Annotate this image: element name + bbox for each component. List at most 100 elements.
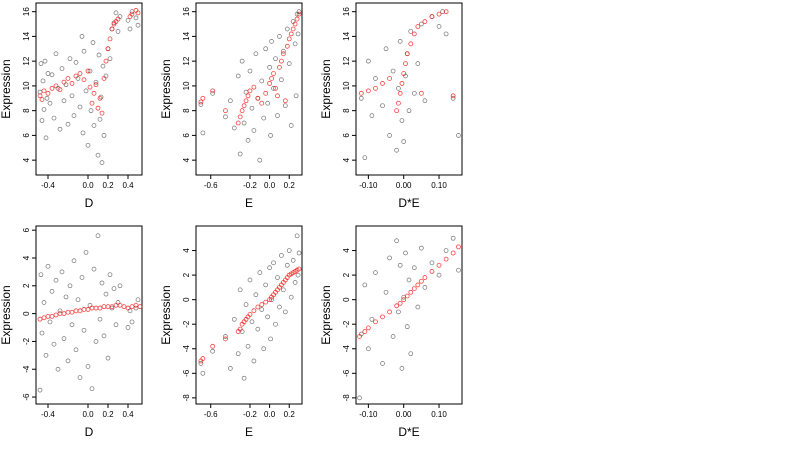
observed-point xyxy=(271,86,276,91)
observed-point xyxy=(61,336,67,341)
observed-point xyxy=(394,238,399,244)
scatter-panel-3: -0.10 0.00 0.10 4 6 8 10 12 14 16 D*E Expression xyxy=(319,2,463,210)
observed-point xyxy=(396,86,401,91)
fitted-point xyxy=(395,100,401,106)
fitted-point xyxy=(61,311,67,317)
fitted-point xyxy=(456,244,461,250)
observed-point xyxy=(265,314,270,320)
y-tick-label: 10 xyxy=(182,81,191,90)
fitted-point xyxy=(89,100,95,106)
observed-point xyxy=(47,319,53,325)
observed-point xyxy=(273,56,278,62)
observed-points xyxy=(198,9,302,163)
observed-point xyxy=(273,321,278,327)
fitted-point xyxy=(65,76,71,81)
fitted-point xyxy=(81,77,87,83)
y-tick-label: 6 xyxy=(182,133,191,138)
fitted-point xyxy=(418,278,424,284)
observed-point xyxy=(362,282,368,288)
fitted-point xyxy=(282,98,288,104)
observed-point xyxy=(288,294,294,300)
y-tick-label: 6 xyxy=(342,133,351,138)
observed-point xyxy=(111,286,117,291)
observed-point xyxy=(65,121,71,127)
x-tick-label: 0.0 xyxy=(82,181,94,190)
observed-point xyxy=(45,263,51,269)
observed-point xyxy=(394,147,399,153)
y-axis-label: Expression xyxy=(0,285,13,344)
fitted-points xyxy=(358,9,456,114)
x-axis-label: D*E xyxy=(398,196,419,210)
observed-point xyxy=(95,152,101,158)
observed-point xyxy=(67,283,73,289)
fitted-points xyxy=(198,266,302,364)
fitted-point xyxy=(401,297,407,303)
fitted-point xyxy=(73,73,79,79)
observed-point xyxy=(419,21,424,27)
fitted-point xyxy=(113,302,119,308)
observed-point xyxy=(99,280,105,286)
fitted-point xyxy=(200,95,206,101)
fitted-point xyxy=(422,19,428,24)
y-tick-label: 2 xyxy=(22,283,31,288)
x-tick-label: 0.4 xyxy=(122,410,134,419)
fitted-point xyxy=(81,307,87,312)
y-axis-label: Expression xyxy=(159,285,173,344)
y-tick-label: 4 xyxy=(182,157,191,162)
x-tick-label: 0.0 xyxy=(264,181,276,190)
observed-point xyxy=(362,155,368,161)
observed-point xyxy=(269,297,274,303)
fitted-point xyxy=(280,51,286,57)
observed-point xyxy=(69,93,75,99)
observed-point xyxy=(65,358,71,364)
y-tick-label: -2 xyxy=(22,337,31,345)
observed-point xyxy=(282,309,288,315)
observed-point xyxy=(292,280,298,285)
observed-point xyxy=(239,58,245,64)
fitted-point xyxy=(415,24,421,29)
fitted-point xyxy=(365,88,371,94)
y-tick-label: 4 xyxy=(182,248,191,253)
y-tick-label: -6 xyxy=(182,369,191,377)
fitted-point xyxy=(269,76,274,81)
x-tick-label: 0.00 xyxy=(396,181,412,190)
observed-point xyxy=(91,266,97,272)
fitted-point xyxy=(53,312,59,318)
fitted-point xyxy=(239,108,245,114)
observed-point xyxy=(397,262,403,268)
plot-frame xyxy=(195,2,303,176)
y-axis-label: Expression xyxy=(0,59,13,118)
fitted-point xyxy=(101,304,107,310)
observed-point xyxy=(286,61,292,66)
observed-point xyxy=(117,283,123,289)
fitted-point xyxy=(436,262,442,268)
observed-point xyxy=(277,304,282,310)
observed-point xyxy=(284,262,290,268)
y-tick-label: 4 xyxy=(342,248,351,253)
fitted-point xyxy=(277,64,282,70)
observed-point xyxy=(397,39,403,44)
x-tick-label: 0.0 xyxy=(82,410,94,419)
fitted-point xyxy=(91,90,97,96)
observed-point xyxy=(251,358,257,364)
fitted-point xyxy=(275,93,280,99)
fitted-point xyxy=(109,304,115,310)
y-tick-label: -2 xyxy=(342,320,351,328)
fitted-point xyxy=(77,308,83,314)
fitted-point xyxy=(292,21,298,27)
observed-point xyxy=(43,352,49,358)
observed-point xyxy=(129,319,135,325)
fitted-point xyxy=(49,313,55,319)
observed-points xyxy=(357,235,461,401)
fitted-point xyxy=(271,71,276,76)
observed-point xyxy=(89,386,95,392)
scatter-panel-4: -0.4 0.0 0.2 0.4 -6 -4 -2 0 2 4 6 D Expression xyxy=(0,225,143,439)
observed-point xyxy=(81,327,87,333)
fitted-point xyxy=(89,305,95,311)
fitted-point xyxy=(105,304,111,310)
observed-point xyxy=(404,324,410,330)
fitted-point xyxy=(255,95,261,101)
observed-point xyxy=(296,9,302,15)
observed-point xyxy=(263,282,269,288)
observed-point xyxy=(450,95,456,101)
